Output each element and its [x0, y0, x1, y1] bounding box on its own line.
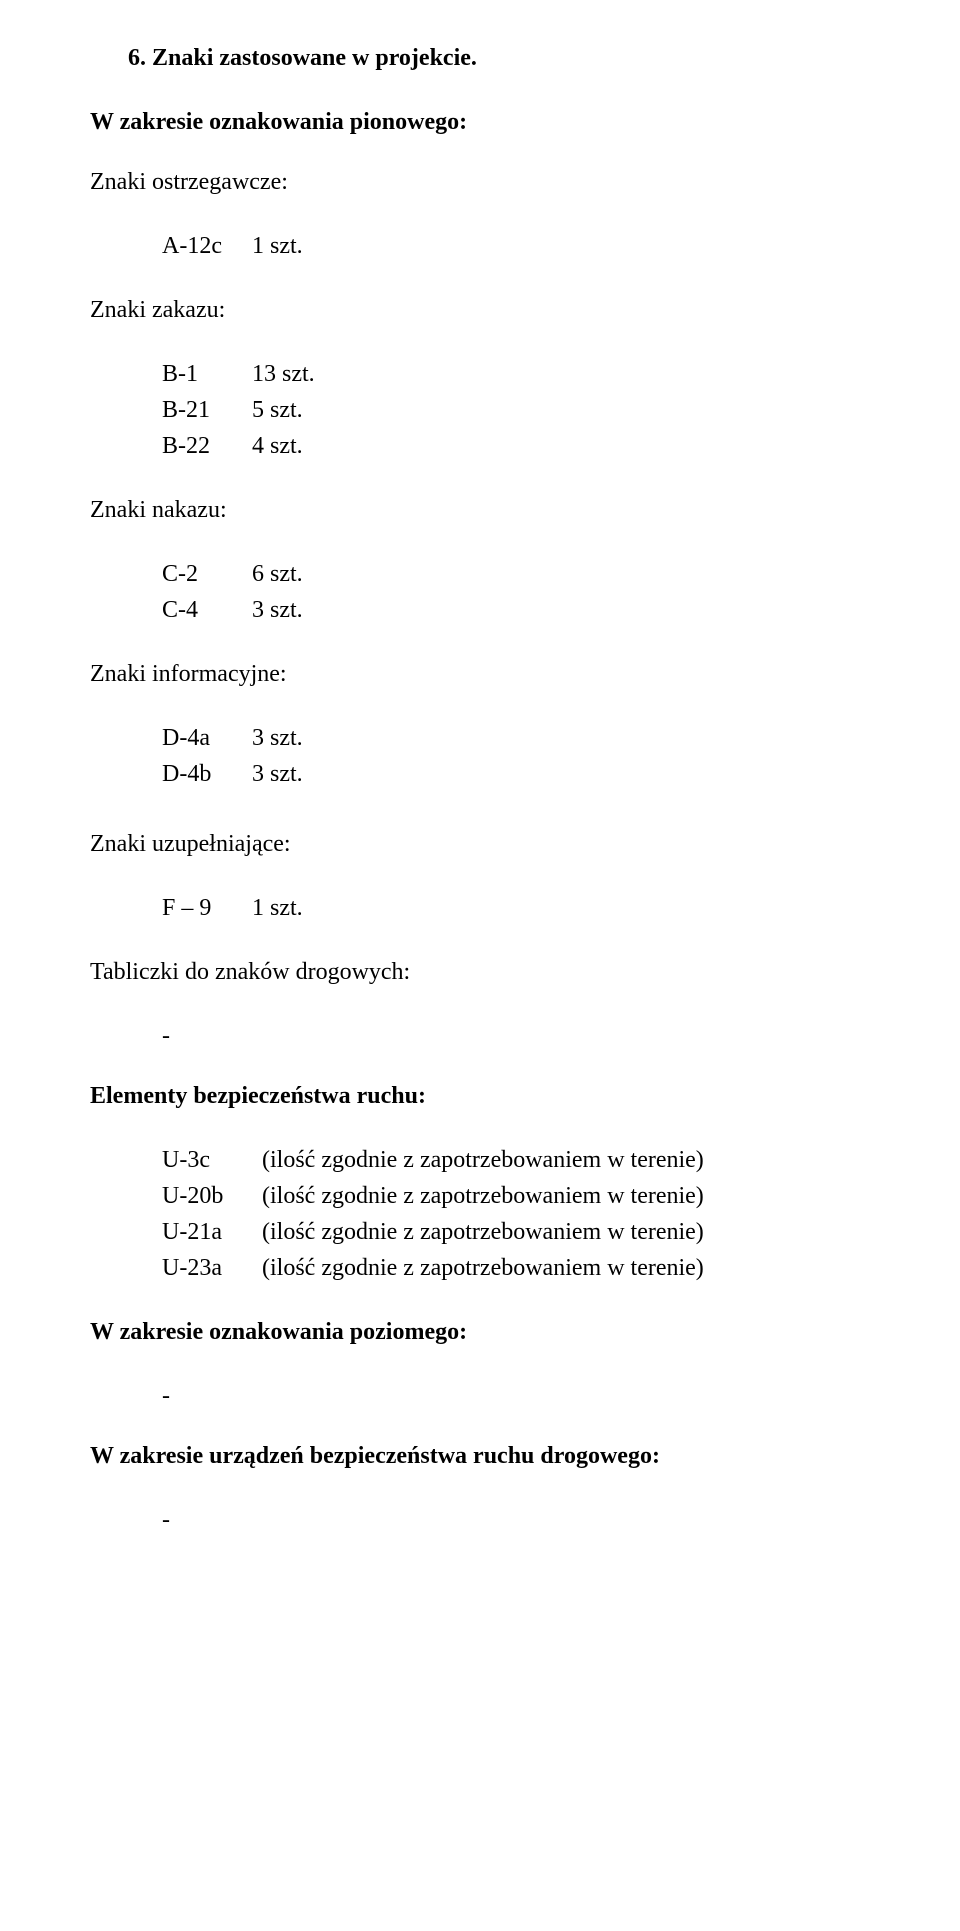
prohibit-signs-list: B-1 13 szt. B-21 5 szt. B-22 4 szt. — [162, 356, 870, 464]
safety-list: U-3c (ilość zgodnie z zapotrzebowaniem w… — [162, 1142, 870, 1286]
sign-desc: (ilość zgodnie z zapotrzebowaniem w tere… — [262, 1250, 870, 1286]
sign-qty: 3 szt. — [252, 720, 870, 756]
horizontal-heading: W zakresie oznakowania poziomego: — [90, 1314, 870, 1350]
sign-qty: 3 szt. — [252, 592, 870, 628]
sign-qty: 1 szt. — [252, 890, 870, 926]
sign-code: U-3c — [162, 1142, 262, 1178]
warning-signs-list: A-12c 1 szt. — [162, 228, 870, 264]
sign-qty: 3 szt. — [252, 756, 870, 792]
info-signs-list: D-4a 3 szt. D-4b 3 szt. — [162, 720, 870, 792]
sign-qty: 6 szt. — [252, 556, 870, 592]
order-signs-list: C-2 6 szt. C-4 3 szt. — [162, 556, 870, 628]
list-item: B-21 5 szt. — [162, 392, 870, 428]
sign-desc: (ilość zgodnie z zapotrzebowaniem w tere… — [262, 1214, 870, 1250]
sign-code: C-2 — [162, 556, 252, 592]
order-signs-heading: Znaki nakazu: — [90, 492, 870, 528]
devices-heading: W zakresie urządzeń bezpieczeństwa ruchu… — [90, 1438, 870, 1474]
list-item: D-4b 3 szt. — [162, 756, 870, 792]
horizontal-dash: - — [162, 1378, 870, 1414]
sign-qty: 1 szt. — [252, 228, 870, 264]
list-item: U-20b (ilość zgodnie z zapotrzebowaniem … — [162, 1178, 870, 1214]
list-item: U-3c (ilość zgodnie z zapotrzebowaniem w… — [162, 1142, 870, 1178]
list-item: D-4a 3 szt. — [162, 720, 870, 756]
suppl-signs-heading: Znaki uzupełniające: — [90, 826, 870, 862]
sign-desc: (ilość zgodnie z zapotrzebowaniem w tere… — [262, 1178, 870, 1214]
list-item: A-12c 1 szt. — [162, 228, 870, 264]
sign-qty: 4 szt. — [252, 428, 870, 464]
info-signs-heading: Znaki informacyjne: — [90, 656, 870, 692]
sign-code: B-1 — [162, 356, 252, 392]
list-item: C-4 3 szt. — [162, 592, 870, 628]
plates-dash: - — [162, 1018, 870, 1054]
section-title: 6. Znaki zastosowane w projekcie. — [128, 40, 870, 76]
sign-code: U-21a — [162, 1214, 262, 1250]
prohibit-signs-heading: Znaki zakazu: — [90, 292, 870, 328]
sign-code: B-21 — [162, 392, 252, 428]
list-item: B-22 4 szt. — [162, 428, 870, 464]
plates-heading: Tabliczki do znaków drogowych: — [90, 954, 870, 990]
sign-code: D-4a — [162, 720, 252, 756]
sign-code: U-20b — [162, 1178, 262, 1214]
sign-code: F – 9 — [162, 890, 252, 926]
vertical-signs-heading: W zakresie oznakowania pionowego: — [90, 104, 870, 140]
list-item: U-23a (ilość zgodnie z zapotrzebowaniem … — [162, 1250, 870, 1286]
sign-code: C-4 — [162, 592, 252, 628]
safety-heading: Elementy bezpieczeństwa ruchu: — [90, 1078, 870, 1114]
list-item: B-1 13 szt. — [162, 356, 870, 392]
warning-signs-heading: Znaki ostrzegawcze: — [90, 164, 870, 200]
sign-code: A-12c — [162, 228, 252, 264]
sign-code: D-4b — [162, 756, 252, 792]
suppl-signs-list: F – 9 1 szt. — [162, 890, 870, 926]
list-item: U-21a (ilość zgodnie z zapotrzebowaniem … — [162, 1214, 870, 1250]
list-item: F – 9 1 szt. — [162, 890, 870, 926]
sign-qty: 13 szt. — [252, 356, 870, 392]
sign-code: U-23a — [162, 1250, 262, 1286]
sign-code: B-22 — [162, 428, 252, 464]
list-item: C-2 6 szt. — [162, 556, 870, 592]
sign-desc: (ilość zgodnie z zapotrzebowaniem w tere… — [262, 1142, 870, 1178]
devices-dash: - — [162, 1502, 870, 1538]
sign-qty: 5 szt. — [252, 392, 870, 428]
